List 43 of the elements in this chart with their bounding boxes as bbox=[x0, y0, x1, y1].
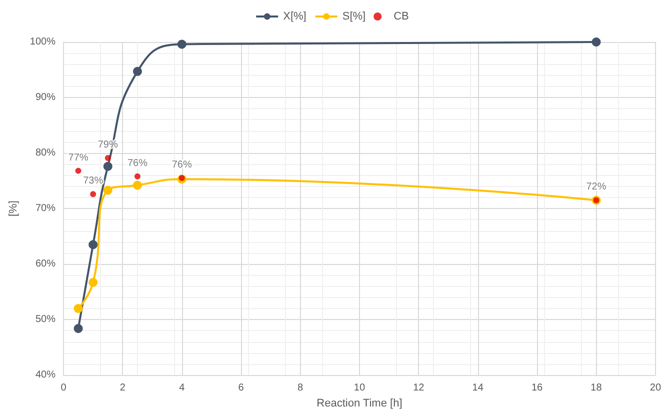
data-label: 77% bbox=[68, 152, 88, 164]
x-tick-label: 18 bbox=[590, 382, 602, 394]
x-tick-label: 0 bbox=[60, 382, 67, 394]
y-tick-label: 100% bbox=[30, 36, 56, 48]
legend-label: S[%] bbox=[342, 10, 366, 22]
legend-label: X[%] bbox=[283, 10, 306, 22]
x-tick-label: 10 bbox=[354, 382, 366, 394]
legend-label: CB bbox=[394, 10, 409, 22]
x-tick-label: 20 bbox=[650, 382, 662, 394]
point bbox=[178, 175, 185, 182]
y-tick-label: 40% bbox=[35, 370, 56, 381]
data-label: 76% bbox=[172, 160, 192, 171]
x-tick-label: 2 bbox=[120, 382, 126, 394]
point bbox=[132, 180, 142, 190]
x-tick-label: 8 bbox=[297, 382, 304, 394]
point bbox=[134, 173, 140, 180]
data-label: 73% bbox=[83, 176, 104, 187]
x-tick-label: 4 bbox=[179, 382, 186, 394]
y-tick-label: 60% bbox=[35, 258, 56, 270]
point bbox=[177, 40, 186, 49]
x-tick-label: 14 bbox=[472, 382, 484, 394]
y-axis-title: [%] bbox=[8, 200, 20, 217]
point bbox=[103, 186, 112, 195]
point bbox=[88, 278, 98, 287]
y-tick-label: 50% bbox=[35, 314, 56, 326]
point bbox=[132, 66, 142, 76]
x-tick-label: 6 bbox=[238, 382, 244, 394]
point bbox=[592, 38, 601, 46]
data-label: 72% bbox=[586, 182, 606, 193]
y-tick-label: 90% bbox=[35, 92, 56, 104]
y-tick-label: 70% bbox=[35, 203, 56, 214]
point bbox=[74, 304, 83, 313]
point bbox=[74, 324, 83, 333]
point bbox=[88, 240, 98, 250]
y-tick-label: 80% bbox=[35, 148, 56, 159]
x-tick-label: 12 bbox=[413, 382, 425, 394]
point bbox=[90, 191, 96, 198]
x-tick-label: 16 bbox=[531, 382, 544, 394]
data-label: 76% bbox=[127, 158, 148, 169]
point bbox=[104, 155, 111, 162]
point bbox=[103, 162, 112, 171]
x-axis-title: Reaction Time [h] bbox=[316, 398, 402, 410]
point bbox=[75, 168, 82, 174]
